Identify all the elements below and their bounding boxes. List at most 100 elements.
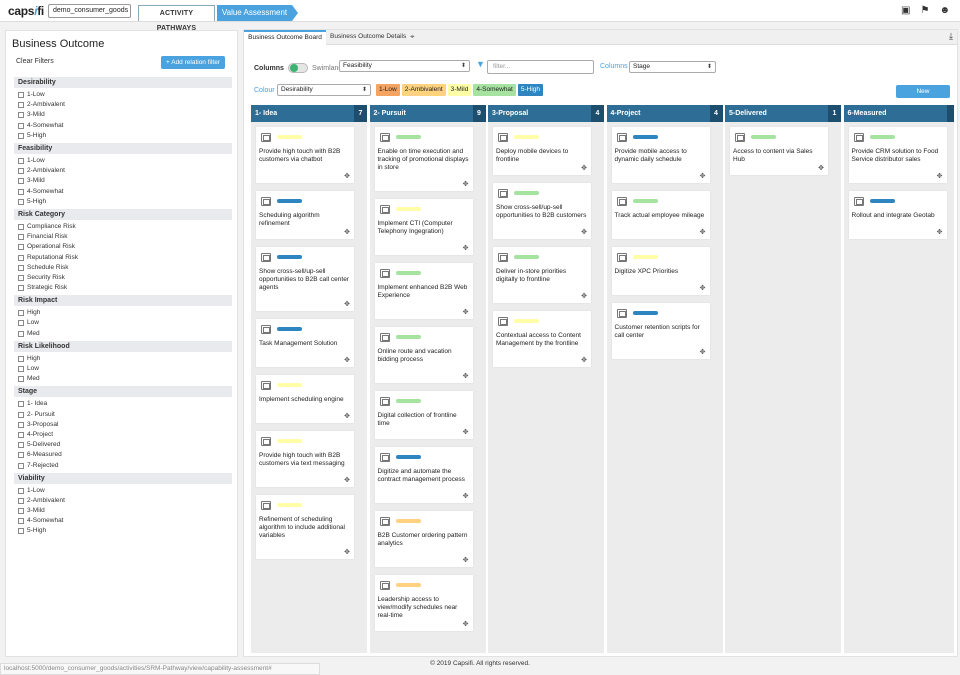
move-handle-icon[interactable]: ✥ <box>462 493 469 500</box>
filter-group-header[interactable]: Risk Impact <box>14 295 232 307</box>
filter-option[interactable]: 4-Project <box>6 430 237 440</box>
move-handle-icon[interactable]: ✥ <box>581 357 587 364</box>
outcome-card[interactable]: Leadership access to view/modify schedul… <box>374 575 473 631</box>
move-handle-icon[interactable]: ✥ <box>344 229 350 236</box>
swimlanes-toggle[interactable] <box>287 63 308 73</box>
add-relation-filter-button[interactable]: + Add relation filter <box>161 56 225 69</box>
new-button[interactable]: New <box>896 85 950 98</box>
move-handle-icon[interactable]: ✥ <box>344 549 350 556</box>
checkbox[interactable] <box>18 487 24 494</box>
checkbox[interactable] <box>18 497 24 504</box>
outcome-card[interactable]: Show cross-sell/up-sell opportunities to… <box>256 247 354 311</box>
checkbox[interactable] <box>18 508 24 515</box>
checkbox[interactable] <box>18 285 24 292</box>
checkbox[interactable] <box>18 168 24 175</box>
outcome-card[interactable]: Digital collection of frontline time ✥ <box>374 391 473 439</box>
move-handle-icon[interactable]: ✥ <box>699 173 706 180</box>
filter-input[interactable]: filter... <box>487 60 594 74</box>
tenant-selector[interactable]: demo_consumer_goods <box>48 4 131 18</box>
checkbox[interactable] <box>18 234 24 241</box>
outcome-card[interactable]: Digitize XPC Priorities ✥ <box>611 247 710 295</box>
filter-group-header[interactable]: Feasibility <box>14 142 232 154</box>
checkbox[interactable] <box>18 223 24 230</box>
checkbox[interactable] <box>18 462 24 469</box>
filter-option[interactable]: 2-Ambivalent <box>6 100 237 110</box>
outcome-card[interactable]: Provide high touch with B2B customers vi… <box>256 127 354 183</box>
move-handle-icon[interactable]: ✥ <box>462 429 469 436</box>
move-handle-icon[interactable]: ✥ <box>462 245 469 252</box>
filter-group-header[interactable]: Viability <box>14 472 232 484</box>
checkbox[interactable] <box>18 528 24 535</box>
outcome-card[interactable]: Provide CRM solution to Food Service dis… <box>848 127 947 183</box>
checkbox[interactable] <box>18 330 24 337</box>
outcome-card[interactable]: Rollout and integrate Geotab ✥ <box>848 191 947 239</box>
outcome-card[interactable]: Deliver in-store priorities digitally to… <box>493 247 591 303</box>
checkbox[interactable] <box>18 518 24 525</box>
checkbox[interactable] <box>18 442 24 449</box>
filter-option[interactable]: 2-Ambivalent <box>6 166 237 176</box>
outcome-card[interactable]: Contextual access to Content Management … <box>493 311 591 367</box>
filter-option[interactable]: 2-Ambivalent <box>6 496 237 506</box>
columns-select[interactable]: Stage <box>629 61 716 73</box>
filter-option[interactable]: 1-Low <box>6 486 237 496</box>
move-handle-icon[interactable]: ✥ <box>462 557 469 564</box>
move-handle-icon[interactable]: ✥ <box>699 349 706 356</box>
outcome-card[interactable]: Digitize and automate the contract manag… <box>374 447 473 503</box>
filter-option[interactable]: 3-Mild <box>6 506 237 516</box>
outcome-card[interactable]: Implement CTI (Computer Telephony Ingegr… <box>374 199 473 255</box>
filter-option[interactable]: Reputational Risk <box>6 252 237 262</box>
outcome-card[interactable]: Deploy mobile devices to frontline ✥ <box>493 127 591 175</box>
filter-option[interactable]: Schedule Risk <box>6 263 237 273</box>
outcome-card[interactable]: Provide high touch with B2B customers vi… <box>256 431 354 487</box>
user-icon[interactable]: ☻ <box>939 5 950 16</box>
move-handle-icon[interactable]: ✥ <box>936 229 943 236</box>
filter-option[interactable]: 7-Rejected <box>6 460 237 470</box>
filter-option[interactable]: Med <box>6 329 237 339</box>
filter-option[interactable]: Low <box>6 318 237 328</box>
filter-option[interactable]: 4-Somewhat <box>6 187 237 197</box>
filter-option[interactable]: Operational Risk <box>6 242 237 252</box>
checkbox[interactable] <box>18 376 24 383</box>
checkbox[interactable] <box>18 102 24 109</box>
filter-option[interactable]: Security Risk <box>6 273 237 283</box>
filter-option[interactable]: 5-High <box>6 526 237 536</box>
checkbox[interactable] <box>18 264 24 271</box>
checkbox[interactable] <box>18 132 24 139</box>
move-handle-icon[interactable]: ✥ <box>462 309 469 316</box>
filter-option[interactable]: 4-Somewhat <box>6 516 237 526</box>
tab-activity-pathways[interactable]: ACTIVITY PATHWAYS <box>138 5 215 32</box>
move-handle-icon[interactable]: ✥ <box>581 293 587 300</box>
checkbox[interactable] <box>18 274 24 281</box>
move-handle-icon[interactable]: ✥ <box>344 413 350 420</box>
checkbox[interactable] <box>18 310 24 317</box>
move-handle-icon[interactable]: ✥ <box>344 357 350 364</box>
checkbox[interactable] <box>18 92 24 99</box>
filter-option[interactable]: 6-Measured <box>6 450 237 460</box>
checkbox[interactable] <box>18 452 24 459</box>
checkbox[interactable] <box>18 421 24 428</box>
tab-business-outcome-details[interactable]: Business Outcome Details <box>330 33 407 40</box>
outcome-card[interactable]: Online route and vacation bidding proces… <box>374 327 473 383</box>
outcome-card[interactable]: Enable on time execution and tracking of… <box>374 127 473 191</box>
outcome-card[interactable]: Scheduling algorithm refinement ✥ <box>256 191 354 239</box>
move-handle-icon[interactable]: ✥ <box>344 173 350 180</box>
move-handle-icon[interactable]: ✥ <box>462 621 469 628</box>
outcome-card[interactable]: Access to content via Sales Hub ✥ <box>730 127 828 175</box>
checkbox[interactable] <box>18 198 24 205</box>
checkbox[interactable] <box>18 178 24 185</box>
move-handle-icon[interactable]: ✥ <box>581 229 587 236</box>
outcome-card[interactable]: Task Management Solution ✥ <box>256 319 354 367</box>
checkbox[interactable] <box>18 188 24 195</box>
move-handle-icon[interactable]: ✥ <box>818 165 824 172</box>
tab-business-outcome-board[interactable]: Business Outcome Board <box>244 30 326 45</box>
filter-option[interactable]: 2- Pursuit <box>6 410 237 420</box>
filter-option[interactable]: Compliance Risk <box>6 222 237 232</box>
outcome-card[interactable]: Implement scheduling engine ✥ <box>256 375 354 423</box>
move-handle-icon[interactable]: ✥ <box>344 477 350 484</box>
filter-option[interactable]: Financial Risk <box>6 232 237 242</box>
move-handle-icon[interactable]: ✥ <box>462 181 469 188</box>
move-handle-icon[interactable]: ✥ <box>936 173 943 180</box>
filter-option[interactable]: 3-Proposal <box>6 420 237 430</box>
filter-option[interactable]: High <box>6 354 237 364</box>
checkbox[interactable] <box>18 158 24 165</box>
